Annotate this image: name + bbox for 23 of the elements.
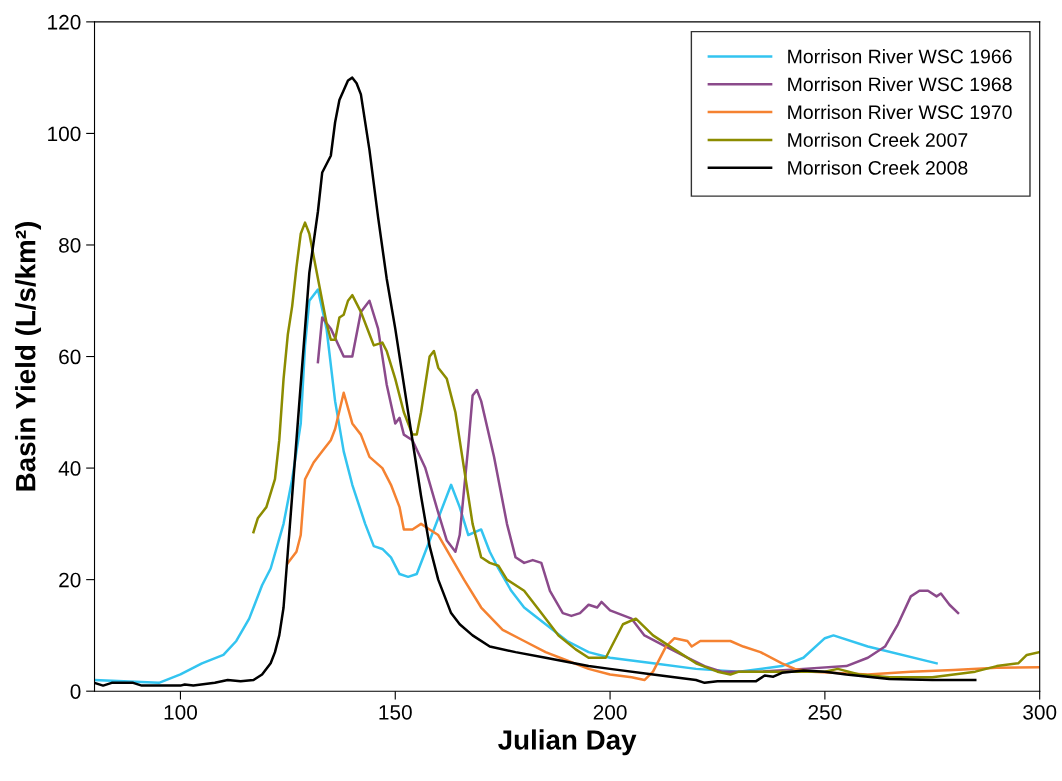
x-tick-label: 300: [1023, 704, 1057, 720]
y-tick-label: 120: [48, 14, 81, 30]
legend-label: Morrison River WSC 1968: [788, 76, 1012, 92]
legend-label: Morrison Creek 2007: [788, 132, 968, 147]
line-series: [286, 391, 1040, 682]
y-tick-label: 80: [59, 237, 81, 253]
x-tick-label: 100: [164, 704, 198, 720]
y-tick-label: 100: [48, 126, 81, 142]
x-tick-label: 150: [379, 704, 412, 720]
x-tick-label: 250: [808, 704, 842, 720]
x-tick-label: 200: [593, 704, 627, 720]
y-tick-label: 60: [59, 349, 81, 365]
y-axis-title: Basin Yield (L/s/km²): [15, 222, 42, 491]
legend-label: Morrison Creek 2008: [788, 160, 968, 175]
x-axis-title: Julian Day: [498, 729, 637, 756]
line-series: [94, 288, 938, 685]
legend-label: Morrison River WSC 1970: [788, 104, 1012, 120]
y-tick-label: 40: [58, 461, 81, 476]
line-series: [316, 299, 960, 673]
y-tick-label: 0: [70, 684, 81, 699]
y-tick-label: 20: [59, 572, 81, 588]
legend-label: Morrison River WSC 1966: [788, 49, 1012, 64]
line-series: [252, 221, 1040, 679]
